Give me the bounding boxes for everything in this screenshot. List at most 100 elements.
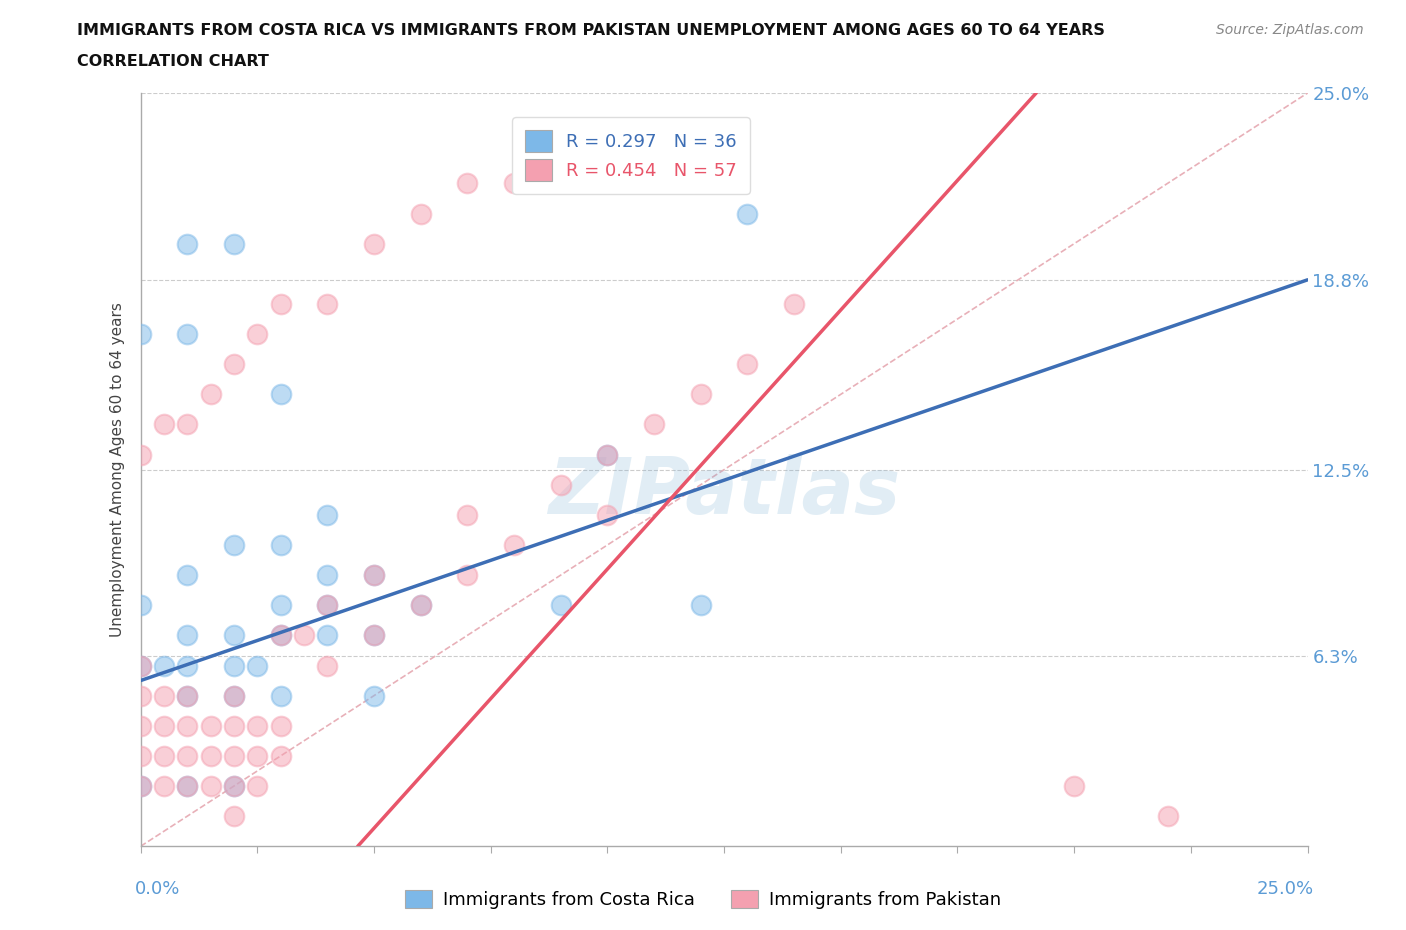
Point (456, 508, 478, 523)
Point (363, 236, 385, 251)
Point (222, 809, 245, 824)
Point (292, 628, 315, 643)
Point (153, 417, 176, 432)
Point (270, 628, 292, 643)
Point (222, 236, 245, 251)
Point (363, 567, 385, 582)
Point (270, 387, 292, 402)
Point (270, 628, 292, 643)
Point (363, 628, 385, 643)
Point (200, 387, 222, 402)
Point (153, 718, 176, 733)
Point (503, 538, 526, 552)
Point (1063, 778, 1085, 793)
Point (129, 447, 152, 462)
Point (222, 357, 245, 372)
Point (222, 778, 245, 793)
Point (689, 387, 711, 402)
Point (176, 778, 198, 793)
Text: 25.0%: 25.0% (1257, 880, 1313, 898)
Point (270, 538, 292, 552)
Point (246, 326, 269, 341)
Point (596, 447, 619, 462)
Point (689, 598, 711, 613)
Point (222, 718, 245, 733)
Point (363, 628, 385, 643)
Point (270, 749, 292, 764)
Point (316, 628, 339, 643)
Point (176, 688, 198, 703)
Point (456, 176, 478, 191)
Point (129, 778, 152, 793)
Point (316, 658, 339, 673)
Text: CORRELATION CHART: CORRELATION CHART (77, 54, 269, 69)
Point (222, 749, 245, 764)
Point (316, 508, 339, 523)
Point (783, 297, 806, 312)
Point (222, 628, 245, 643)
Point (176, 658, 198, 673)
Point (153, 688, 176, 703)
Text: Source: ZipAtlas.com: Source: ZipAtlas.com (1216, 23, 1364, 37)
Point (129, 778, 152, 793)
Point (596, 447, 619, 462)
Point (409, 598, 432, 613)
Point (270, 598, 292, 613)
Text: IMMIGRANTS FROM COSTA RICA VS IMMIGRANTS FROM PAKISTAN UNEMPLOYMENT AMONG AGES 6: IMMIGRANTS FROM COSTA RICA VS IMMIGRANTS… (77, 23, 1105, 38)
Point (737, 357, 759, 372)
Point (222, 778, 245, 793)
Point (246, 718, 269, 733)
Legend: R = 0.297   N = 36, R = 0.454   N = 57: R = 0.297 N = 36, R = 0.454 N = 57 (512, 117, 749, 193)
Point (363, 567, 385, 582)
Point (176, 628, 198, 643)
Point (363, 688, 385, 703)
Point (246, 658, 269, 673)
Point (200, 718, 222, 733)
Point (246, 778, 269, 793)
Point (176, 567, 198, 582)
Point (153, 749, 176, 764)
Point (222, 538, 245, 552)
Point (176, 326, 198, 341)
Point (200, 749, 222, 764)
Point (222, 688, 245, 703)
Point (316, 567, 339, 582)
Point (246, 749, 269, 764)
Point (129, 598, 152, 613)
Point (153, 778, 176, 793)
Point (176, 417, 198, 432)
Point (129, 326, 152, 341)
Point (153, 658, 176, 673)
Point (316, 297, 339, 312)
Y-axis label: Unemployment Among Ages 60 to 64 years: Unemployment Among Ages 60 to 64 years (110, 302, 125, 637)
Point (129, 658, 152, 673)
Point (456, 567, 478, 582)
Text: 0.0%: 0.0% (135, 880, 180, 898)
Point (270, 688, 292, 703)
Point (176, 236, 198, 251)
Point (409, 598, 432, 613)
Point (176, 718, 198, 733)
Point (596, 508, 619, 523)
Legend: Immigrants from Costa Rica, Immigrants from Pakistan: Immigrants from Costa Rica, Immigrants f… (398, 883, 1008, 916)
Point (222, 688, 245, 703)
Point (643, 417, 665, 432)
Point (176, 749, 198, 764)
Point (503, 176, 526, 191)
Point (270, 297, 292, 312)
Point (129, 749, 152, 764)
Point (737, 206, 759, 221)
Point (176, 778, 198, 793)
Point (316, 598, 339, 613)
Point (409, 206, 432, 221)
Text: ZIPatlas: ZIPatlas (548, 454, 900, 530)
Point (270, 718, 292, 733)
Point (1156, 809, 1178, 824)
Point (550, 598, 572, 613)
Point (222, 658, 245, 673)
Point (129, 718, 152, 733)
Point (316, 598, 339, 613)
Point (200, 778, 222, 793)
Point (176, 688, 198, 703)
Point (129, 688, 152, 703)
